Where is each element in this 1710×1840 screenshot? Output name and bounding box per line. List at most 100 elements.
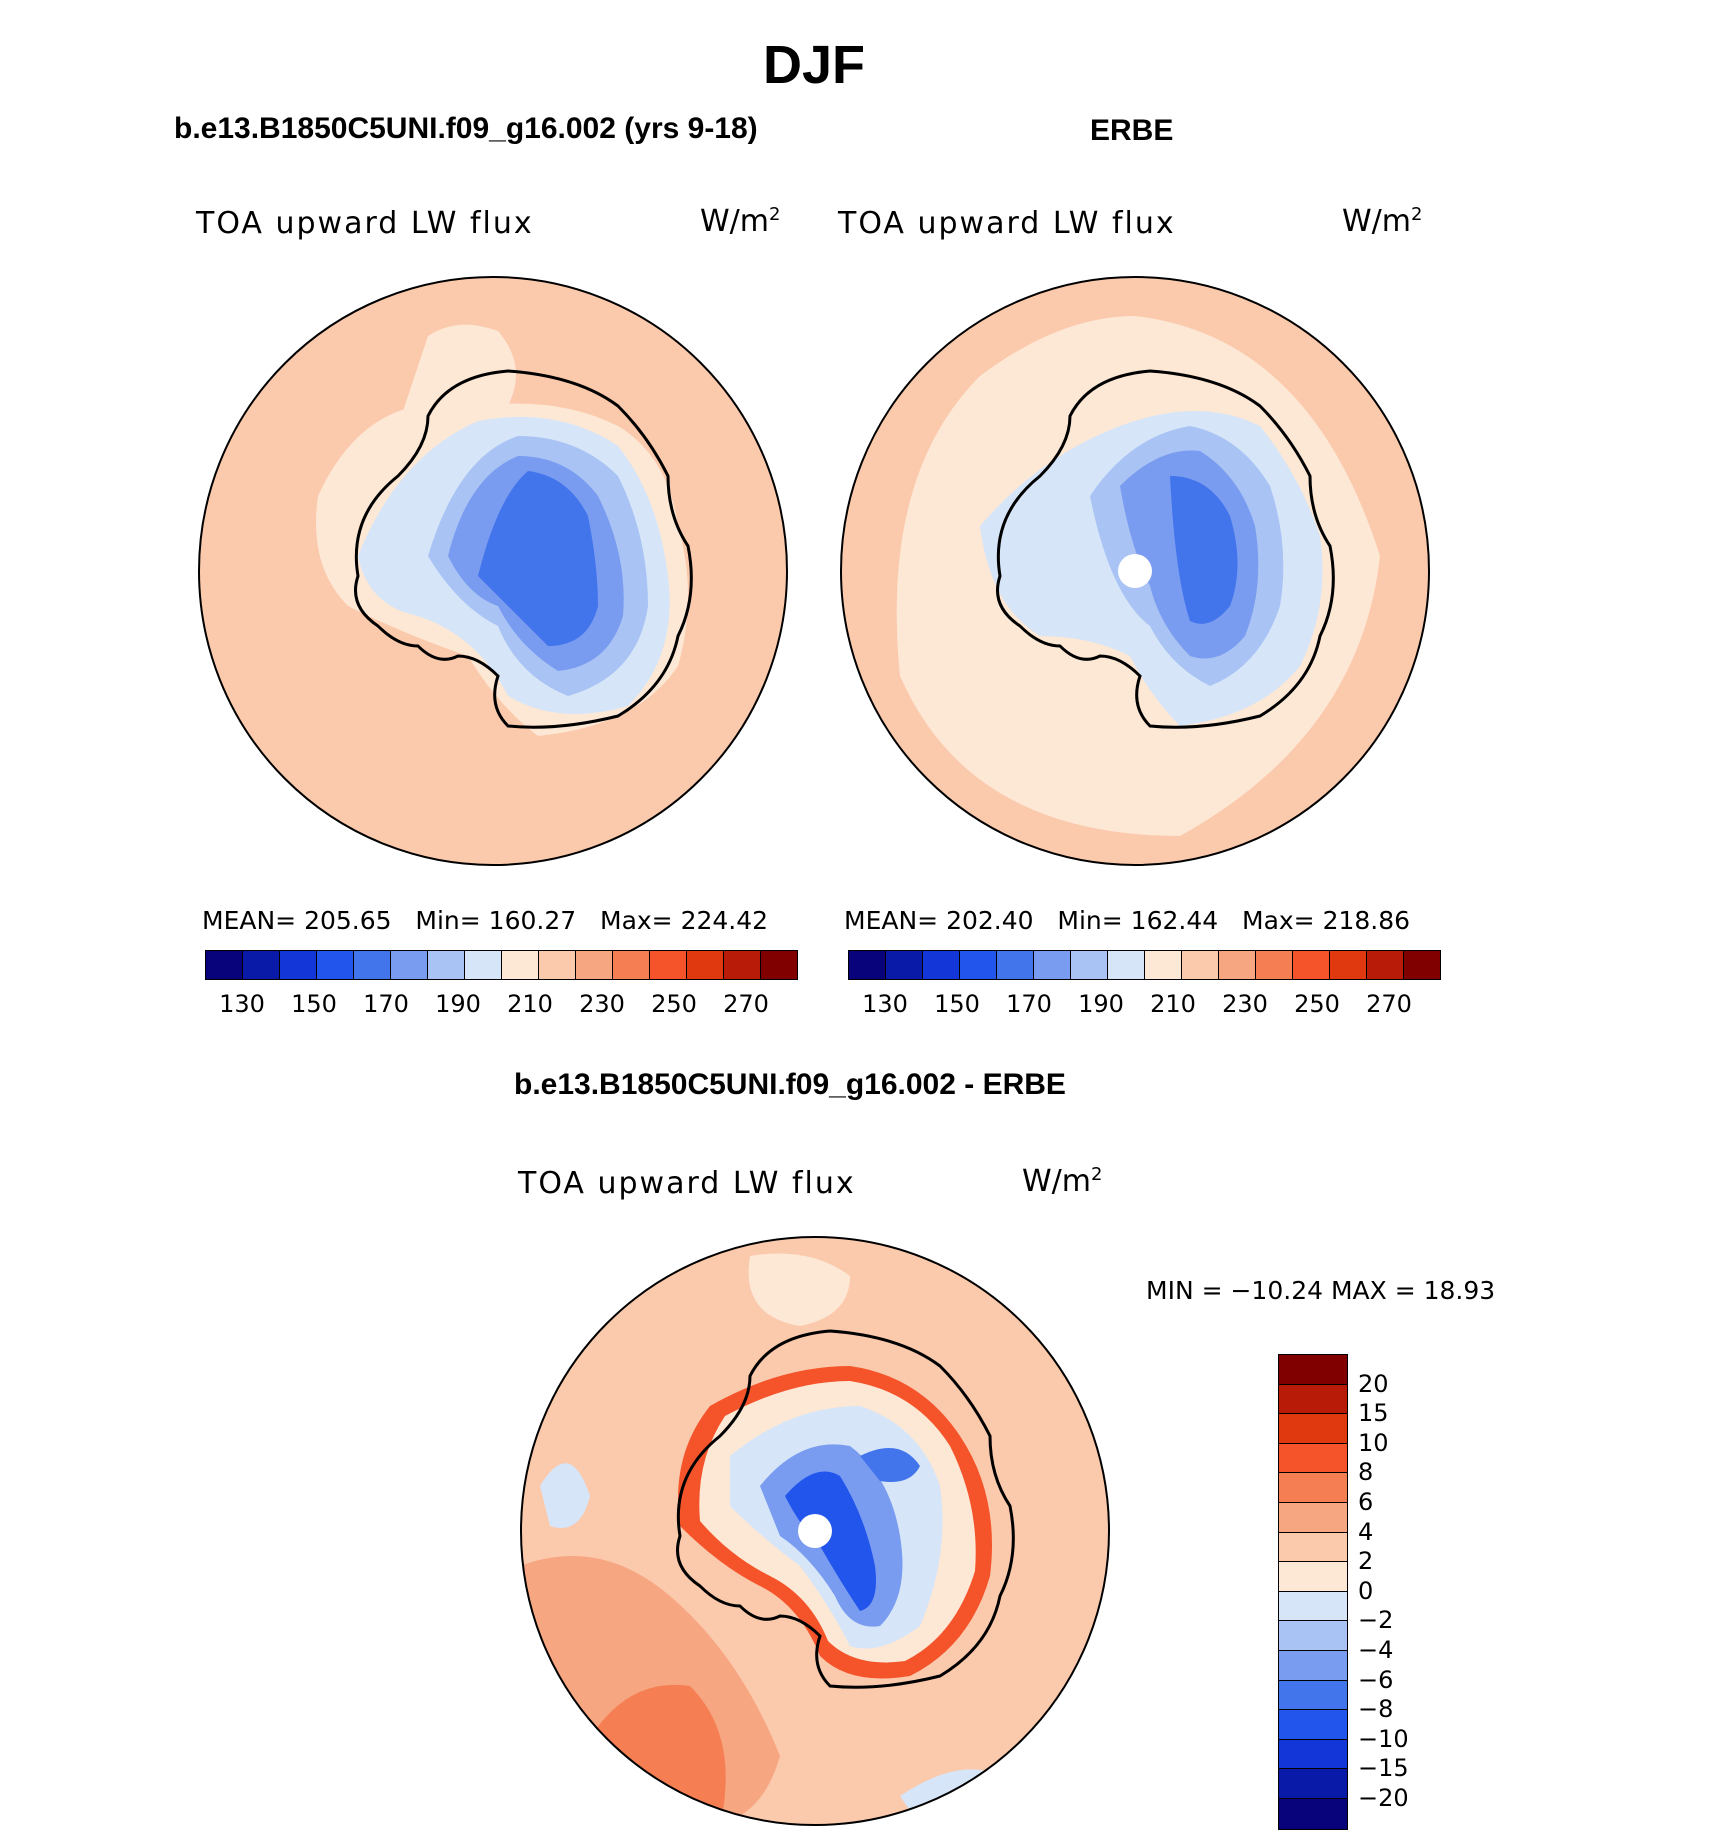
obs-colorbar-swatch bbox=[923, 951, 960, 979]
model-colorbar-swatch bbox=[650, 951, 687, 979]
diff-colorbar-tick-label: −20 bbox=[1358, 1784, 1409, 1812]
obs-colorbar-swatch bbox=[1293, 951, 1330, 979]
model-colorbar-swatch bbox=[687, 951, 724, 979]
obs-colorbar-tick-label: 150 bbox=[934, 990, 980, 1018]
obs-colorbar-swatch bbox=[997, 951, 1034, 979]
model-colorbar-tick-label: 190 bbox=[435, 990, 481, 1018]
obs-max-value: 218.86 bbox=[1322, 906, 1411, 935]
obs-colorbar-swatch bbox=[1219, 951, 1256, 979]
model-min-value: 160.27 bbox=[488, 906, 577, 935]
obs-colorbar-swatch bbox=[1145, 951, 1182, 979]
model-variable-label: TOA upward LW flux bbox=[196, 206, 534, 241]
obs-coastline bbox=[996, 369, 1335, 729]
diff-colorbar-swatch bbox=[1279, 1591, 1347, 1622]
model-max-value: 224.42 bbox=[680, 906, 769, 935]
model-colorbar-swatch bbox=[761, 951, 797, 979]
diff-colorbar-swatch bbox=[1279, 1355, 1347, 1385]
figure-title: DJF bbox=[762, 35, 865, 95]
model-colorbar-tick-label: 150 bbox=[291, 990, 337, 1018]
obs-colorbar-tick-label: 190 bbox=[1078, 990, 1124, 1018]
model-colorbar-boxes bbox=[205, 950, 798, 980]
obs-colorbar-swatch bbox=[1108, 951, 1145, 979]
obs-colorbar-swatch bbox=[1367, 951, 1404, 979]
obs-colorbar-swatch bbox=[1071, 951, 1108, 979]
obs-colorbar-tick-label: 130 bbox=[862, 990, 908, 1018]
diff-polar-map bbox=[520, 1236, 1110, 1826]
diff-colorbar-tick-label: −10 bbox=[1358, 1724, 1409, 1753]
diff-colorbar-tick-label: −6 bbox=[1358, 1665, 1394, 1694]
diff-units-label: W/m2 bbox=[1022, 1164, 1103, 1199]
model-polar-map bbox=[198, 276, 788, 866]
obs-stats: MEAN= 202.40 Min= 162.44 Max= 218.86 bbox=[844, 906, 1411, 935]
model-colorbar-swatch bbox=[613, 951, 650, 979]
obs-colorbar-swatch bbox=[1256, 951, 1293, 979]
model-colorbar-tick-label: 170 bbox=[363, 990, 409, 1018]
diff-colorbar-swatch bbox=[1279, 1502, 1347, 1533]
model-coastline bbox=[354, 369, 693, 729]
diff-stats: MIN = −10.24 MAX = 18.93 bbox=[1146, 1276, 1496, 1305]
model-mean-value: 205.65 bbox=[304, 906, 392, 935]
diff-colorbar-swatch bbox=[1279, 1798, 1347, 1829]
diff-variable-label: TOA upward LW flux bbox=[518, 1166, 856, 1201]
diff-colorbar-swatch bbox=[1279, 1473, 1347, 1503]
diff-colorbar-swatch bbox=[1279, 1650, 1347, 1681]
obs-colorbar-tick-label: 230 bbox=[1222, 990, 1268, 1018]
diff-colorbar-tick-label: −8 bbox=[1358, 1695, 1394, 1724]
obs-mean-value: 202.40 bbox=[946, 906, 1034, 935]
obs-colorbar-swatch bbox=[849, 951, 886, 979]
model-colorbar-swatch bbox=[354, 951, 391, 979]
obs-colorbar-swatch bbox=[960, 951, 997, 979]
model-colorbar-swatch bbox=[317, 951, 354, 979]
diff-colorbar-tick-label: 2 bbox=[1358, 1547, 1374, 1576]
diff-colorbar-tick-label: 0 bbox=[1358, 1576, 1374, 1605]
diff-colorbar-tick-label: −15 bbox=[1358, 1754, 1409, 1783]
diff-colorbar-swatch bbox=[1279, 1680, 1347, 1711]
model-colorbar-swatch bbox=[206, 951, 243, 979]
model-colorbar-swatch bbox=[280, 951, 317, 979]
diff-colorbar-swatch bbox=[1279, 1562, 1347, 1592]
diff-colorbar-tick-label: 6 bbox=[1358, 1488, 1374, 1516]
diff-map-border bbox=[520, 1236, 1110, 1826]
obs-map-border bbox=[840, 276, 1430, 866]
diff-colorbar-tick-label: −2 bbox=[1358, 1606, 1394, 1635]
model-colorbar-tick-label: 250 bbox=[651, 990, 697, 1018]
model-colorbar-swatch bbox=[502, 951, 539, 979]
model-panel-title: b.e13.B1850C5UNI.f09_g16.002 (yrs 9-18) bbox=[174, 112, 758, 145]
obs-colorbar-tick-label: 170 bbox=[1006, 990, 1052, 1018]
model-colorbar-swatch bbox=[243, 951, 280, 979]
diff-colorbar-tick-label: 10 bbox=[1358, 1428, 1389, 1457]
model-colorbar-tick-label: 130 bbox=[219, 990, 265, 1018]
model-colorbar-tick-label: 270 bbox=[723, 990, 769, 1018]
model-colorbar-swatch bbox=[465, 951, 502, 979]
obs-variable-label: TOA upward LW flux bbox=[838, 206, 1176, 241]
diff-colorbar-tick-label: −4 bbox=[1358, 1636, 1394, 1664]
diff-colorbar-swatch bbox=[1279, 1769, 1347, 1799]
obs-pole-hole bbox=[1118, 554, 1152, 588]
diff-colorbar-swatch bbox=[1279, 1532, 1347, 1563]
diff-colorbar-tick-label: 4 bbox=[1358, 1517, 1374, 1546]
diff-colorbar-swatch bbox=[1279, 1710, 1347, 1740]
model-colorbar-swatch bbox=[428, 951, 465, 979]
diff-coastline bbox=[676, 1329, 1015, 1689]
diff-colorbar-swatch bbox=[1279, 1739, 1347, 1770]
model-stats: MEAN= 205.65 Min= 160.27 Max= 224.42 bbox=[202, 906, 769, 935]
obs-colorbar-swatch bbox=[1034, 951, 1071, 979]
diff-colorbar-swatch bbox=[1279, 1384, 1347, 1415]
model-map-border bbox=[198, 276, 788, 866]
obs-colorbar-boxes bbox=[848, 950, 1441, 980]
obs-panel-title: ERBE bbox=[1090, 114, 1174, 147]
obs-colorbar-swatch bbox=[886, 951, 923, 979]
diff-panel-title: b.e13.B1850C5UNI.f09_g16.002 - ERBE bbox=[514, 1068, 1066, 1101]
diff-colorbar-swatch bbox=[1279, 1414, 1347, 1444]
diff-colorbar-tick-label: 8 bbox=[1358, 1458, 1374, 1487]
model-colorbar-swatch bbox=[391, 951, 428, 979]
model-colorbar-tick-label: 210 bbox=[507, 990, 553, 1018]
obs-colorbar-swatch bbox=[1330, 951, 1367, 979]
obs-colorbar-swatch bbox=[1182, 951, 1219, 979]
model-colorbar-swatch bbox=[724, 951, 761, 979]
model-colorbar-swatch bbox=[576, 951, 613, 979]
model-colorbar-swatch bbox=[539, 951, 576, 979]
diff-colorbar-tick-label: 20 bbox=[1358, 1369, 1389, 1398]
diff-colorbar-swatch bbox=[1279, 1443, 1347, 1474]
model-units-label: W/m2 bbox=[700, 204, 781, 239]
